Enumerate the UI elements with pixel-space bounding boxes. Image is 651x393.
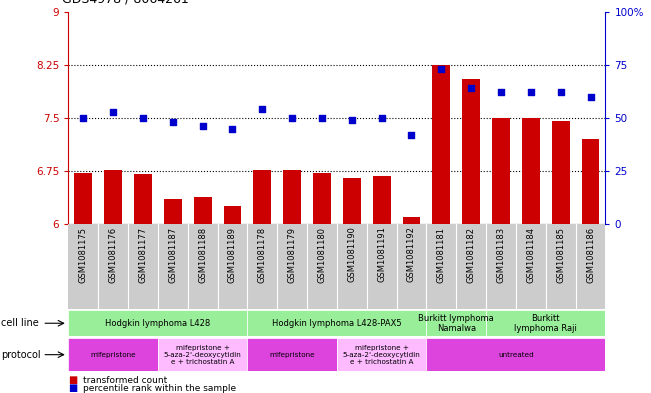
Text: GDS4978 / 8064261: GDS4978 / 8064261	[62, 0, 189, 6]
Text: GSM1081178: GSM1081178	[258, 226, 267, 283]
Text: GSM1081182: GSM1081182	[467, 226, 476, 283]
Point	[257, 106, 268, 112]
Text: GSM1081184: GSM1081184	[527, 226, 535, 283]
Text: untreated: untreated	[498, 352, 534, 358]
Text: GSM1081179: GSM1081179	[288, 226, 297, 283]
Text: Burkitt
lymphoma Raji: Burkitt lymphoma Raji	[514, 314, 577, 333]
Text: transformed count: transformed count	[83, 376, 167, 384]
Bar	[343, 178, 361, 224]
Text: mifepristone: mifepristone	[270, 352, 315, 358]
Bar	[492, 118, 510, 224]
Bar	[581, 139, 600, 224]
Bar	[283, 170, 301, 224]
Text: Hodgkin lymphoma L428-PAX5: Hodgkin lymphoma L428-PAX5	[272, 319, 402, 328]
Bar	[247, 338, 337, 371]
Text: GSM1081191: GSM1081191	[377, 226, 386, 283]
Bar	[194, 197, 212, 224]
Bar	[74, 173, 92, 224]
Text: GSM1081183: GSM1081183	[497, 226, 505, 283]
Bar	[522, 118, 540, 224]
Bar	[426, 338, 605, 371]
Point	[167, 119, 178, 125]
Bar	[426, 310, 486, 336]
Point	[406, 132, 417, 138]
Text: GSM1081187: GSM1081187	[169, 226, 177, 283]
Text: GSM1081180: GSM1081180	[318, 226, 326, 283]
Bar	[432, 65, 450, 224]
Text: ■: ■	[68, 375, 77, 385]
Text: protocol: protocol	[1, 350, 41, 360]
Bar	[552, 121, 570, 224]
Text: GSM1081176: GSM1081176	[109, 226, 118, 283]
Text: percentile rank within the sample: percentile rank within the sample	[83, 384, 236, 393]
Point	[525, 89, 536, 95]
Point	[197, 123, 208, 130]
Point	[555, 89, 566, 95]
Point	[466, 85, 477, 91]
Point	[287, 115, 298, 121]
Text: Hodgkin lymphoma L428: Hodgkin lymphoma L428	[105, 319, 210, 328]
Text: mifepristone +
5-aza-2'-deoxycytidin
e + trichostatin A: mifepristone + 5-aza-2'-deoxycytidin e +…	[343, 345, 421, 365]
Text: mifepristone: mifepristone	[90, 352, 136, 358]
Point	[227, 125, 238, 132]
Text: GSM1081189: GSM1081189	[228, 226, 237, 283]
Bar	[164, 199, 182, 224]
Point	[436, 66, 447, 72]
Point	[346, 117, 357, 123]
Text: GSM1081177: GSM1081177	[139, 226, 147, 283]
Text: GSM1081181: GSM1081181	[437, 226, 446, 283]
Text: GSM1081190: GSM1081190	[348, 226, 356, 283]
Bar	[247, 310, 426, 336]
Bar	[337, 338, 426, 371]
Text: GSM1081188: GSM1081188	[198, 226, 207, 283]
Bar	[68, 338, 158, 371]
Text: cell line: cell line	[1, 318, 39, 328]
Bar	[253, 170, 271, 224]
Point	[317, 115, 327, 121]
Bar	[313, 173, 331, 224]
Bar	[372, 176, 391, 224]
Bar	[486, 310, 605, 336]
Point	[585, 94, 596, 100]
Text: GSM1081185: GSM1081185	[556, 226, 565, 283]
Bar	[462, 79, 480, 224]
Bar	[134, 174, 152, 224]
Text: ■: ■	[68, 383, 77, 393]
Text: GSM1081186: GSM1081186	[586, 226, 595, 283]
Point	[376, 115, 387, 121]
Point	[108, 108, 118, 115]
Bar	[158, 338, 247, 371]
Point	[78, 115, 89, 121]
Point	[496, 89, 506, 95]
Text: GSM1081192: GSM1081192	[407, 226, 416, 283]
Text: Burkitt lymphoma
Namalwa: Burkitt lymphoma Namalwa	[419, 314, 494, 333]
Bar	[104, 170, 122, 224]
Bar	[68, 310, 247, 336]
Bar	[223, 206, 242, 224]
Bar	[402, 217, 421, 224]
Text: GSM1081175: GSM1081175	[79, 226, 88, 283]
Point	[138, 115, 148, 121]
Text: mifepristone +
5-aza-2'-deoxycytidin
e + trichostatin A: mifepristone + 5-aza-2'-deoxycytidin e +…	[164, 345, 242, 365]
